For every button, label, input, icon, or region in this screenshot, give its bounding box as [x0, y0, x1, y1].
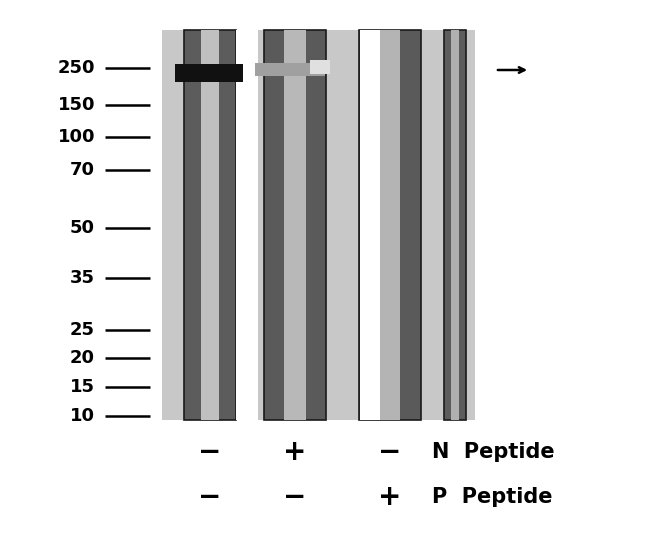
Text: +: + [378, 483, 402, 511]
Bar [360, 30, 380, 420]
Text: 100: 100 [57, 128, 95, 146]
Text: 20: 20 [70, 349, 95, 367]
Bar [264, 30, 326, 420]
Bar [359, 30, 421, 420]
Bar [175, 64, 243, 82]
Bar [162, 30, 475, 420]
Text: −: − [198, 483, 222, 511]
Text: +: + [283, 438, 307, 466]
Bar [201, 30, 219, 420]
Bar [380, 30, 400, 420]
Text: 150: 150 [57, 96, 95, 114]
Bar [360, 30, 380, 420]
Text: −: − [283, 483, 307, 511]
Text: −: − [378, 438, 402, 466]
Bar [236, 30, 258, 420]
Text: P  Peptide: P Peptide [432, 487, 552, 507]
Bar [444, 30, 466, 420]
Bar [184, 30, 236, 420]
Text: −: − [198, 438, 222, 466]
Text: 25: 25 [70, 321, 95, 339]
Text: 50: 50 [70, 219, 95, 237]
Bar [310, 60, 330, 74]
Text: 10: 10 [70, 407, 95, 425]
Text: 35: 35 [70, 269, 95, 287]
Text: 15: 15 [70, 378, 95, 396]
Text: 250: 250 [57, 59, 95, 77]
Bar [451, 30, 459, 420]
Bar [236, 30, 258, 420]
Bar [255, 63, 325, 76]
Bar [284, 30, 306, 420]
Text: 70: 70 [70, 161, 95, 179]
Text: N  Peptide: N Peptide [432, 442, 554, 462]
